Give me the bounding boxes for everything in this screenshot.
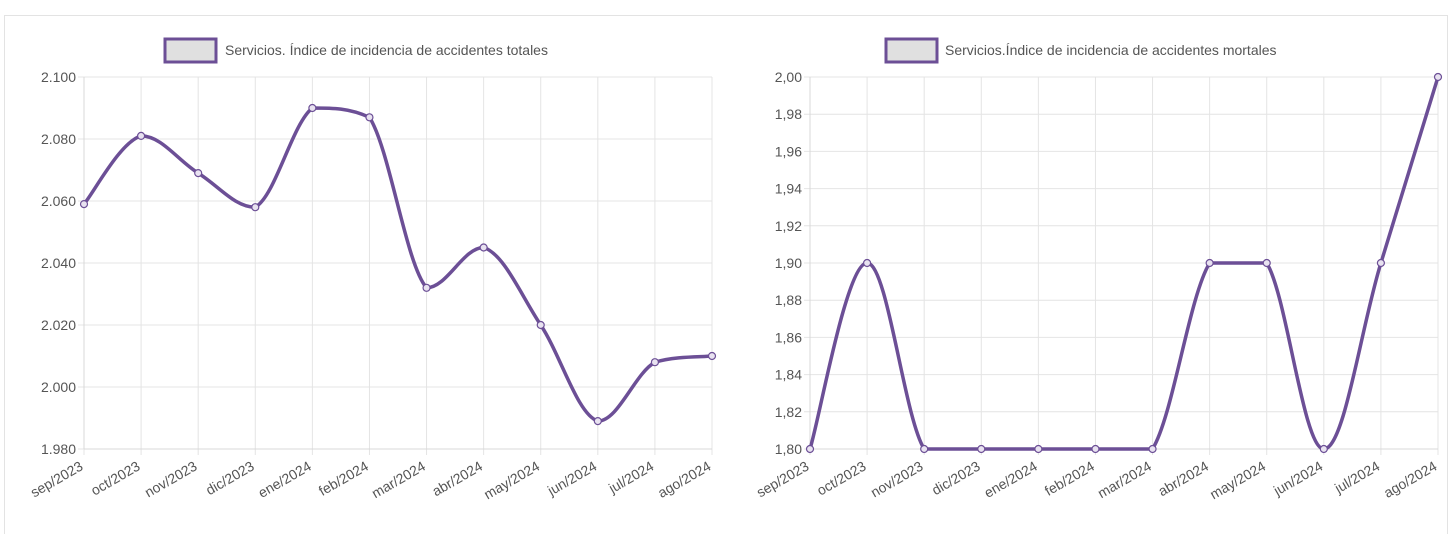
y-tick-label: 2,00 [775,69,802,85]
data-point [920,444,929,454]
y-tick-label: 2.000 [41,379,76,395]
x-tick-label: mar/2024 [369,458,428,502]
data-point [1319,444,1328,454]
y-tick-label: 2.060 [41,193,76,209]
x-tick-label: dic/2023 [203,458,257,498]
data-point [1091,444,1100,454]
data-point [707,351,717,361]
data-point [79,200,89,209]
legend-label: Servicios.Índice de incidencia de accide… [945,42,1277,58]
x-tick-label: ene/2024 [255,458,314,501]
x-tick-label: ago/2024 [655,458,714,501]
data-point [1262,258,1271,268]
x-tick-label: abr/2024 [429,458,485,500]
x-tick-label: oct/2023 [88,458,143,499]
data-point [1433,72,1443,82]
data-point [1205,258,1214,268]
y-tick-label: 1,98 [775,106,802,122]
data-point [1376,258,1386,268]
data-point [1034,444,1043,454]
data-point [422,283,431,292]
x-tick-label: ene/2024 [981,458,1040,501]
x-tick-label: oct/2023 [814,458,869,499]
legend-label: Servicios. Índice de incidencia de accid… [225,42,548,58]
x-tick-label: jul/2024 [605,458,657,497]
legend-swatch [884,37,939,64]
y-tick-label: 1,94 [775,181,802,197]
x-tick-label: nov/2023 [142,458,200,501]
y-tick-label: 1,88 [775,292,802,308]
y-tick-label: 1,86 [775,329,802,345]
legend-swatch [163,37,218,64]
x-tick-label: mar/2024 [1095,458,1154,502]
x-tick-label: sep/2023 [754,458,812,501]
data-point [977,444,986,454]
x-tick-label: jun/2024 [544,458,600,499]
data-point [308,103,317,113]
chart-fatal-accidents: 1,80 1,82 1,84 1,86 1,88 1,90 1,92 1,94 1,96 1,98… [754,37,1443,503]
y-tick-label: 2.100 [41,69,76,85]
x-tick-label: jul/2024 [1331,458,1383,497]
series-line [82,106,714,423]
data-point [593,417,602,426]
x-tick-label: nov/2023 [868,458,926,501]
charts-panel [4,15,1448,534]
y-tick-label: 1,82 [775,404,802,420]
data-point [1148,444,1157,454]
data-point [194,169,203,178]
data-point [862,258,872,268]
y-tick-label: 1,90 [775,255,802,271]
x-tick-label: sep/2023 [28,458,86,501]
x-tick-label: ago/2024 [1381,458,1440,501]
x-tick-label: dic/2023 [929,458,983,498]
y-tick-label: 2.020 [41,317,76,333]
x-tick-label: may/2024 [1207,458,1268,503]
y-tick-label: 1,84 [775,367,802,383]
data-point [479,243,488,252]
x-tick-label: abr/2024 [1155,458,1211,500]
data-point [536,320,545,330]
chart-total-accidents: 1.980 2.000 2.020 2.040 2.060 2.080 2.100 sep/2… [28,37,717,503]
x-tick-label: jun/2024 [1270,458,1326,499]
series-line [808,75,1440,451]
data-point [251,203,260,212]
y-tick-label: 2.040 [41,255,76,271]
data-point [136,131,146,140]
data-point [365,113,374,122]
y-tick-label: 1,92 [775,218,802,234]
x-tick-label: may/2024 [481,458,542,503]
y-tick-label: 2.080 [41,131,76,147]
y-tick-label: 1.980 [41,441,76,457]
y-tick-label: 1,96 [775,143,802,159]
data-point [805,444,815,454]
x-tick-label: feb/2024 [1042,458,1097,499]
data-point [650,358,660,367]
y-tick-label: 1,80 [775,441,802,457]
x-tick-label: feb/2024 [316,458,371,499]
